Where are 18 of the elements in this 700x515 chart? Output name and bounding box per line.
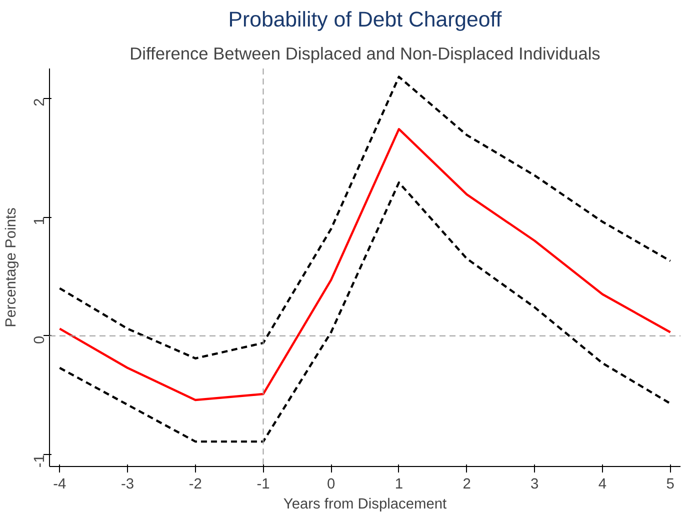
y-tick-label: 0 (32, 336, 48, 344)
x-tick-label: 4 (598, 476, 607, 492)
x-axis-title: Years from Displacement (283, 496, 447, 512)
y-axis-title: Percentage Points (4, 208, 20, 328)
x-tick-label: 5 (666, 476, 674, 492)
x-tick-label: -3 (121, 476, 134, 492)
x-tick-label: 2 (462, 476, 471, 492)
x-tick-label: 3 (530, 476, 539, 492)
x-tick-label: 0 (327, 476, 336, 492)
y-tick-label: 2 (32, 98, 48, 106)
x-tick-label: 1 (394, 476, 404, 492)
y-tick-label: -1 (32, 454, 48, 468)
y-tick-label: 1 (32, 217, 48, 226)
chart-subtitle: Difference Between Displaced and Non-Displaced Individuals (130, 44, 601, 64)
x-tick-label: -2 (188, 476, 202, 492)
x-tick-label: -4 (53, 476, 66, 492)
chart-title: Probability of Debt Chargeoff (228, 8, 502, 32)
x-tick-label: -1 (256, 476, 270, 492)
